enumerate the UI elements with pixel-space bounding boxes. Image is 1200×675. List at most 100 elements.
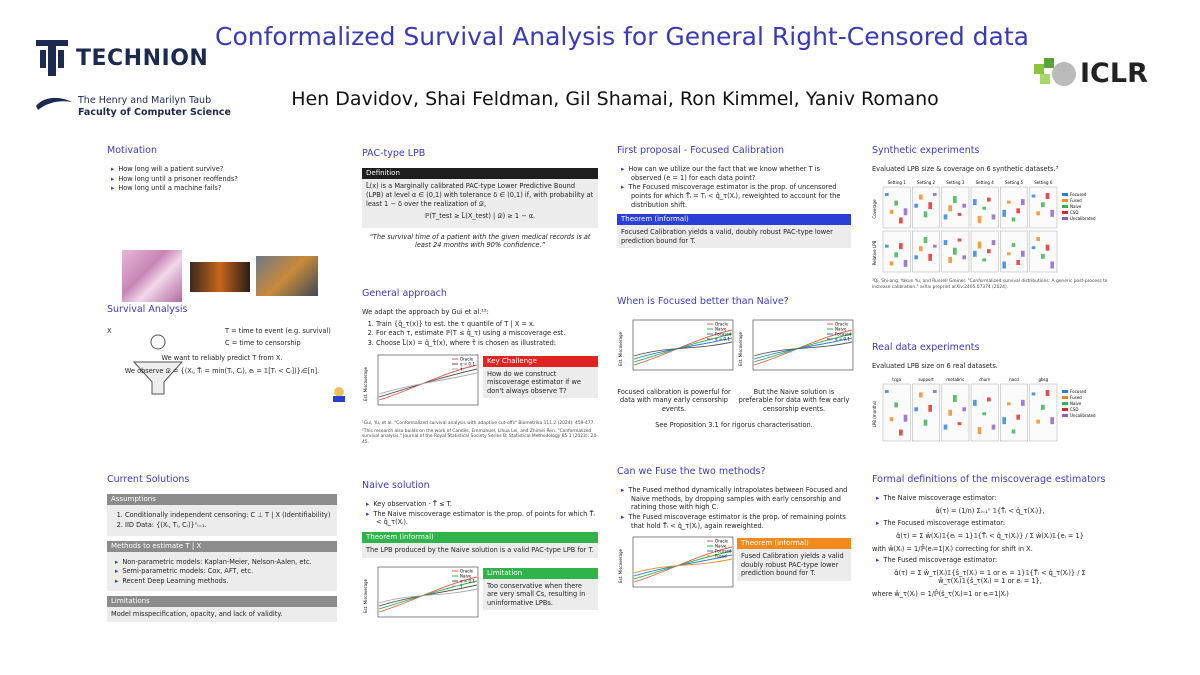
box — [957, 238, 962, 242]
prison-image — [190, 262, 250, 292]
y-axis-label: Est. Miscoverage — [618, 332, 623, 366]
paragraph: C = time to censorship — [225, 338, 301, 347]
bullet-list: How long will a patient survive?How long… — [107, 165, 337, 193]
legend-label: Focused — [1070, 389, 1087, 394]
box: Assumptions Conditionally independent cen… — [107, 494, 337, 536]
box — [1031, 392, 1036, 396]
list-item: The Focused miscoverage estimator: — [883, 519, 1108, 528]
box-body: Too conservative when there are very sma… — [483, 578, 598, 611]
box — [928, 202, 932, 210]
paragraph: X — [107, 327, 112, 336]
box — [1050, 417, 1054, 425]
box-plot-grid: LPB (months) tcga support metabric churn nacd… — [872, 377, 1096, 442]
legend-swatch — [1062, 395, 1068, 399]
box: Limitation Too conservative when there ar… — [483, 567, 598, 611]
box — [1021, 250, 1025, 257]
box — [1041, 404, 1045, 410]
paragraph: We adapt the approach by Gui et al.¹²: — [362, 308, 489, 317]
section: Real data experiments Evaluated LPB size … — [872, 342, 1108, 446]
box — [1041, 253, 1045, 259]
formula: α̂(τ) = Σ ŵ(Xᵢ)𝟙{eᵢ = 1}𝟙{T̃ᵢ < q̂_τ(Xᵢ)… — [896, 532, 1084, 541]
list-item: Semi-parametric models: Cox, AFT, etc. — [122, 567, 333, 576]
box — [943, 239, 948, 245]
section: Naive solution Key observation - T̃ ≤ T.T… — [362, 480, 598, 631]
censor-icon — [333, 387, 345, 402]
numbered-list: Train {q̂_τ(x)} to est. the τ quantile o… — [362, 320, 598, 348]
curve — [633, 337, 733, 360]
legend-swatch — [1062, 198, 1068, 202]
box — [1045, 244, 1050, 251]
box — [982, 206, 986, 210]
legend-label: Focused — [835, 332, 852, 337]
box — [923, 419, 928, 426]
legend-label: Focused — [715, 549, 732, 554]
section: General approach We adapt the approach by… — [362, 288, 598, 447]
caption: But the Naive solution is preferable for… — [738, 387, 850, 414]
legend-label: Fused — [1070, 395, 1082, 400]
plot-frame — [632, 320, 734, 371]
legend-label: Oracle — [715, 322, 729, 327]
legend-label: Oracle — [460, 356, 474, 361]
box — [1036, 236, 1040, 241]
legend-label: Focused — [715, 332, 732, 337]
box — [1011, 217, 1016, 222]
section-heading: Formal definitions of the miscoverage es… — [872, 474, 1106, 485]
legend-swatch — [1062, 204, 1068, 208]
legend-label: Naive — [460, 573, 472, 578]
box — [903, 208, 908, 216]
section: Formal definitions of the miscoverage es… — [872, 474, 1108, 601]
box-body: Non-parametric models: Kaplan-Meier, Nel… — [107, 551, 337, 592]
panel-label: Setting 4 — [976, 180, 995, 185]
section-heading: Real data experiments — [872, 342, 980, 353]
section: First proposal - Focused Calibration How … — [617, 145, 851, 253]
curve — [753, 333, 853, 363]
curve — [378, 372, 478, 395]
box: Definition L̂(x) is a Marginally calibrat… — [362, 168, 598, 228]
box — [1007, 200, 1011, 204]
box — [1045, 389, 1050, 396]
bullet-list: Key observation - T̃ ≤ T.The Naive misco… — [362, 500, 598, 527]
row-label: Relative LPB — [872, 240, 877, 265]
box-body: Conditionally independent censoring: C ⊥… — [107, 505, 337, 536]
funnel-illustration — [132, 334, 184, 395]
box — [919, 194, 923, 200]
legend-label: α = 0.1 — [715, 337, 730, 342]
legend-swatch — [1062, 192, 1068, 196]
section: Synthetic experiments Evaluated LPB size … — [872, 145, 1108, 292]
curve — [378, 580, 478, 610]
box-title: Limitations — [107, 596, 337, 608]
legend-label: Naive — [1070, 401, 1082, 406]
box — [943, 424, 948, 430]
plot-frame — [377, 354, 479, 405]
legend-swatch — [1062, 413, 1068, 417]
legend-label: Fused — [1070, 198, 1082, 203]
poster-title: Conformalized Survival Analysis for Gene… — [215, 22, 1029, 51]
tissue-image — [122, 250, 182, 302]
box — [953, 195, 957, 203]
curve — [633, 554, 733, 577]
box — [1041, 202, 1045, 208]
panel-label: Setting 3 — [946, 180, 965, 185]
panel-label: metabric — [946, 377, 964, 382]
box — [977, 426, 982, 434]
columns: Est. Miscoverage Oracle α = 0.1 τ̂ Key Chall… — [362, 351, 598, 420]
box-text: Focused Calibration yields a valid, doub… — [621, 228, 833, 245]
section: Motivation How long will a patient surviv… — [107, 145, 337, 196]
caption: Focused calibration is powerful for data… — [617, 387, 731, 414]
panel-label: nacd — [1009, 377, 1019, 382]
formula: We observe 𝒟 = {(Xᵢ, T̃ᵢ = min(Tᵢ, Cᵢ), … — [124, 367, 320, 376]
box-text: How do we construct miscoverage estimato… — [487, 369, 581, 395]
legend-label: Oracle — [715, 539, 729, 544]
y-axis-label: Est. Miscoverage — [363, 366, 368, 400]
list-item: The Fused miscoverage estimator: — [883, 556, 1108, 565]
curve — [633, 341, 733, 357]
box — [914, 407, 918, 412]
column: Key Challenge How do we construct miscove… — [483, 351, 598, 404]
box — [1007, 402, 1011, 406]
faculty-emblem — [36, 97, 72, 110]
faculty-line: Faculty of Computer Science — [78, 107, 231, 118]
panel-label: churn — [979, 377, 991, 382]
section-heading: Naive solution — [362, 480, 430, 491]
